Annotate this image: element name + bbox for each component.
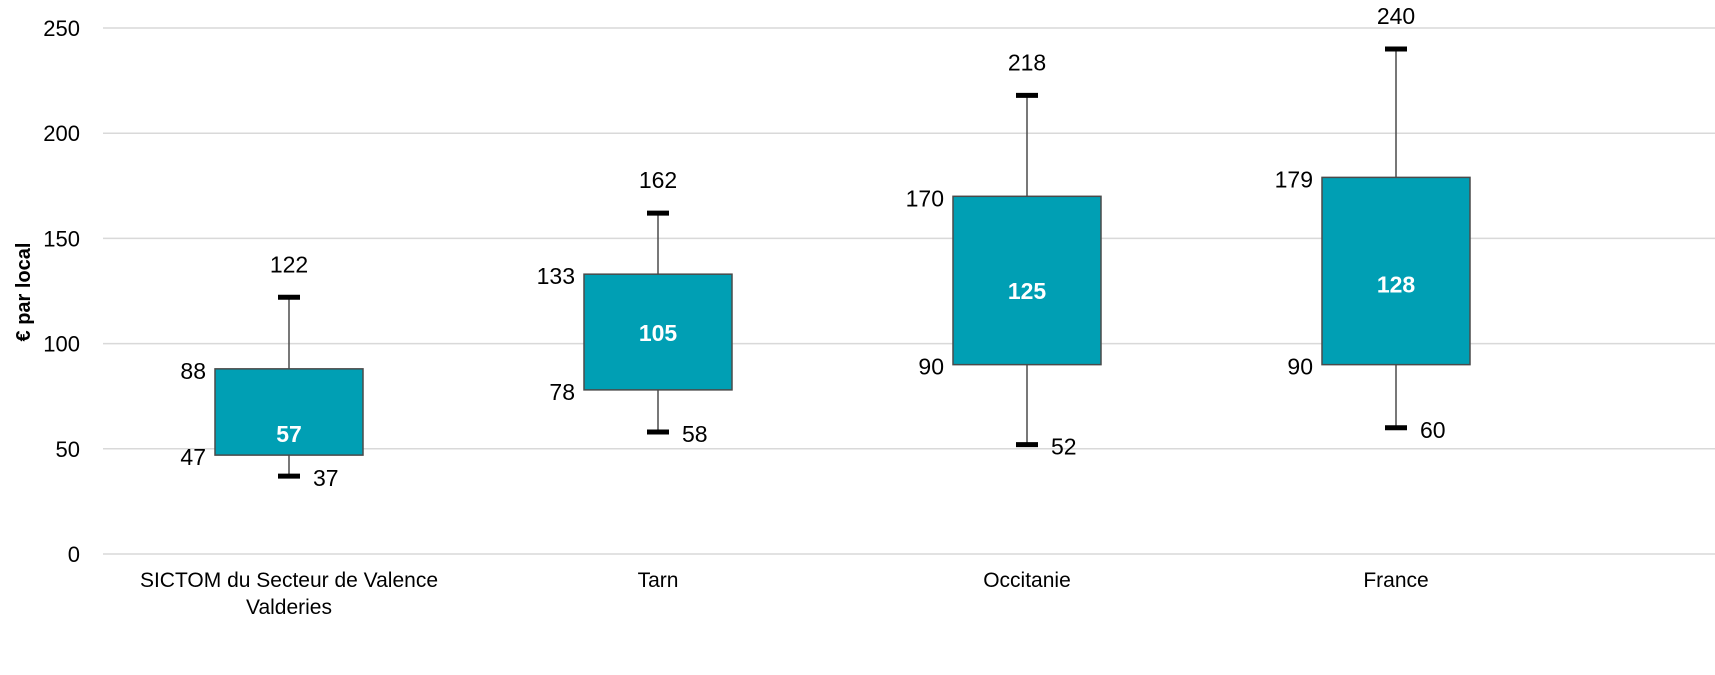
- q3-label: 179: [1275, 166, 1313, 192]
- min-label: 58: [682, 421, 708, 447]
- y-axis-title: € par local: [13, 243, 35, 342]
- x-category-label-line: Occitanie: [983, 569, 1071, 592]
- max-label: 122: [270, 251, 308, 277]
- q1-label: 78: [549, 379, 575, 405]
- x-category-label: France: [1363, 569, 1428, 592]
- x-category-label-line: France: [1363, 569, 1428, 592]
- max-label: 162: [639, 167, 677, 193]
- min-label: 52: [1051, 434, 1077, 460]
- iqr-box: [1321, 176, 1471, 366]
- x-category-label: Tarn: [638, 569, 679, 592]
- median-label: 105: [639, 320, 678, 346]
- iqr-box: [583, 273, 733, 391]
- max-label: 240: [1377, 3, 1415, 29]
- x-category-label: SICTOM du Secteur de Valence Valderies: [140, 569, 438, 619]
- q1-label: 47: [180, 444, 206, 470]
- boxes: 122 88 47 37 57 162 133 78 58 105 218 170 90 52 125 240…: [180, 3, 1471, 491]
- q1-label: 90: [1287, 354, 1313, 380]
- q3-label: 133: [537, 263, 575, 289]
- x-category-label-line: Tarn: [638, 569, 679, 592]
- y-tick-label: 150: [43, 226, 80, 251]
- x-category-label-line: SICTOM du Secteur de Valence: [140, 569, 438, 592]
- gridlines: [103, 27, 1715, 555]
- y-tick-label: 200: [43, 121, 80, 146]
- min-label: 60: [1420, 417, 1446, 443]
- x-category-label-line: Valderies: [246, 596, 332, 619]
- y-tick-label: 100: [43, 332, 80, 357]
- x-axis-categories: SICTOM du Secteur de Valence Valderies Tar…: [140, 569, 1429, 619]
- y-tick-label: 0: [68, 542, 80, 567]
- min-label: 37: [313, 465, 339, 491]
- median-label: 128: [1377, 272, 1416, 298]
- q3-label: 170: [906, 185, 944, 211]
- iqr-box: [214, 368, 364, 456]
- q3-label: 88: [180, 358, 206, 384]
- y-tick-label: 250: [43, 16, 80, 41]
- max-label: 218: [1008, 49, 1046, 75]
- q1-label: 90: [918, 354, 944, 380]
- median-label: 57: [276, 421, 302, 447]
- x-category-label: Occitanie: [983, 569, 1071, 592]
- box-group: 218 170 90 52 125: [906, 49, 1102, 460]
- box-group: 122 88 47 37 57: [180, 251, 364, 491]
- median-label: 125: [1008, 278, 1047, 304]
- box-group: 240 179 90 60 128: [1275, 3, 1471, 443]
- y-tick-label: 50: [56, 437, 80, 462]
- iqr-box: [952, 195, 1102, 366]
- box-group: 162 133 78 58 105: [537, 167, 733, 447]
- y-axis-ticks: 0 50 100 150 200 250: [43, 16, 80, 567]
